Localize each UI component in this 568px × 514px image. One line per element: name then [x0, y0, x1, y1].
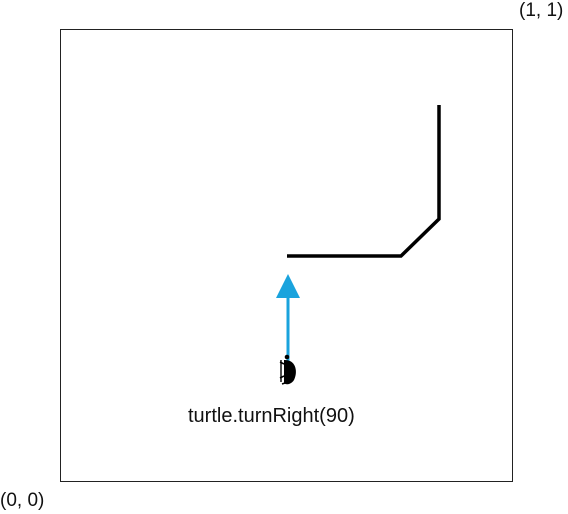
- corner-label-bottom-left: (0, 0): [0, 490, 45, 511]
- turtle-icon: [279, 354, 296, 385]
- corner-label-top-right: (1, 1): [519, 0, 564, 21]
- command-caption: turtle.turnRight(90): [188, 405, 355, 427]
- turtle-path: [287, 105, 441, 258]
- turtle-canvas-frame: [60, 29, 513, 482]
